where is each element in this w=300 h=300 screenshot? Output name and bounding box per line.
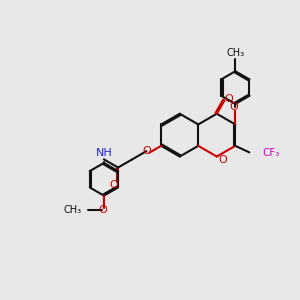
Text: NH: NH <box>95 148 112 158</box>
Text: O: O <box>109 180 118 190</box>
Text: O: O <box>98 205 107 214</box>
Text: CH₃: CH₃ <box>64 205 82 214</box>
Text: O: O <box>218 155 227 165</box>
Text: O: O <box>230 102 238 112</box>
Text: O: O <box>142 146 151 156</box>
Text: CH₃: CH₃ <box>226 48 244 59</box>
Text: O: O <box>225 94 233 103</box>
Text: CF₃: CF₃ <box>262 148 280 158</box>
